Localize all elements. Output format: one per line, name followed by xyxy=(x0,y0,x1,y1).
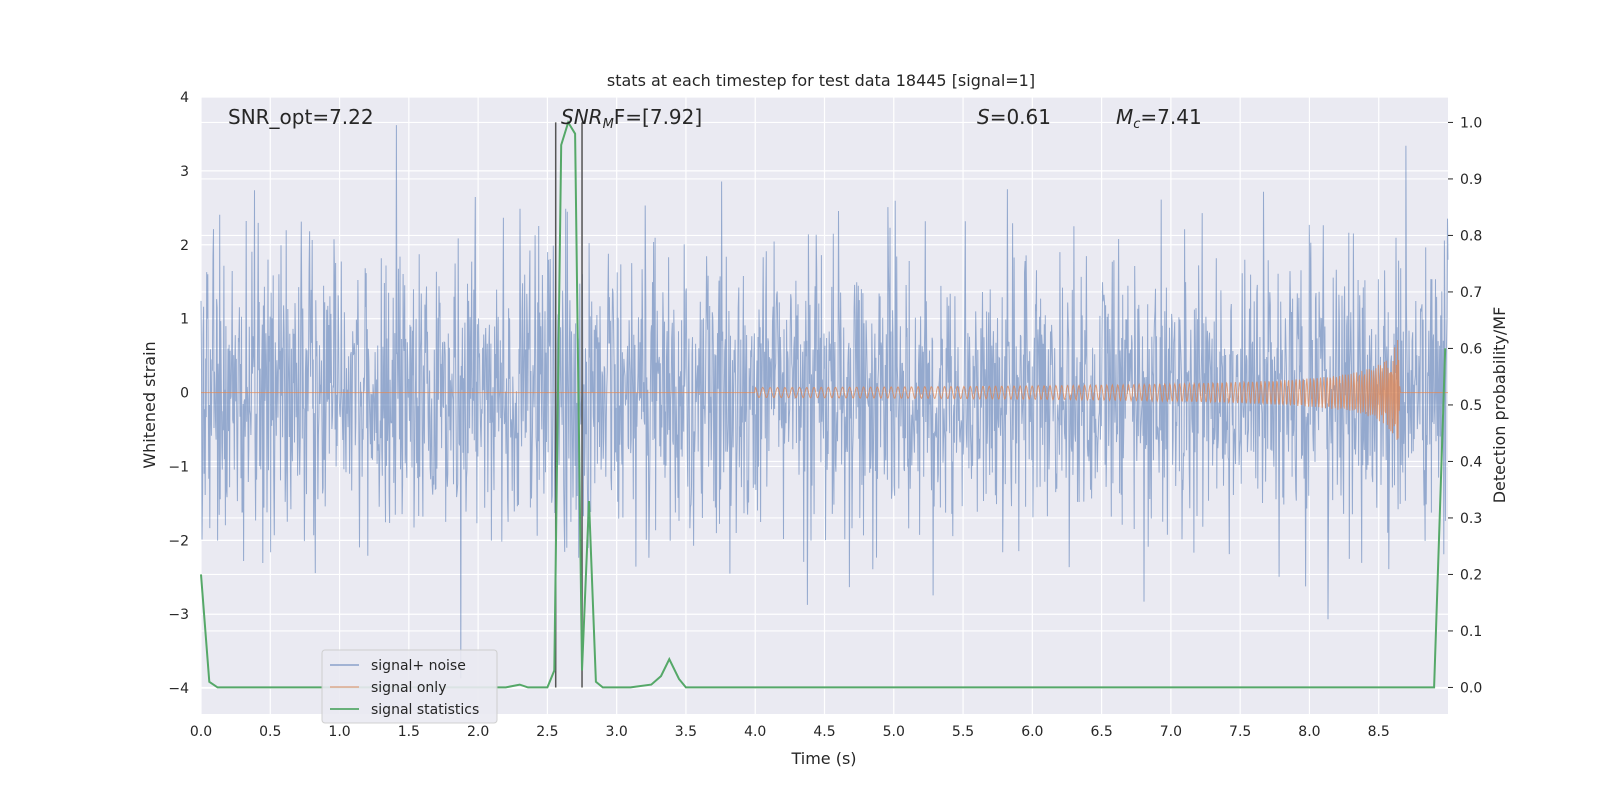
y-tick-labels: 4 3 2 1 0 −1 −2 −3 −4 xyxy=(168,90,189,697)
x-tick-label: 8.0 xyxy=(1298,724,1320,740)
series-line-signal-only xyxy=(201,339,1448,440)
x-tick-label: 3.5 xyxy=(675,724,697,740)
x-axis-label: Time (s) xyxy=(790,749,856,768)
y-tick-label: 0 xyxy=(180,386,189,402)
y2-axis-label: Detection probability/MF xyxy=(1490,307,1509,504)
annotation-mc-sub: c xyxy=(1133,117,1140,132)
x-tick-label: 5.5 xyxy=(952,724,974,740)
y2-tick-label: 0.5 xyxy=(1460,398,1482,414)
y2-tick-labels: 1.0 0.9 0.8 0.7 0.6 0.5 0.4 0.3 0.2 0.1 0.0 xyxy=(1448,115,1482,696)
y-tick-label: −4 xyxy=(168,681,189,697)
annotation-mc: Mc=7.41 xyxy=(1116,105,1202,132)
annotation-s-value: =0.61 xyxy=(990,105,1051,129)
x-tick-label: 5.0 xyxy=(883,724,905,740)
y-axis-label: Whitened strain xyxy=(140,341,159,468)
x-tick-label: 1.5 xyxy=(398,724,420,740)
y2-tick-label: 0.3 xyxy=(1460,511,1482,527)
y-tick-label: 4 xyxy=(180,90,189,106)
annotation-snr-mf-sub: M xyxy=(603,117,614,132)
annotation-snr-mf-label: SNR xyxy=(561,105,603,129)
y2-tick-label: 1.0 xyxy=(1460,115,1482,131)
annotation-snr-mf-value: F=[7.92] xyxy=(614,105,702,129)
x-tick-label: 7.5 xyxy=(1229,724,1251,740)
annotation-mc-label: M xyxy=(1116,105,1133,129)
y2-tick-label: 0.9 xyxy=(1460,172,1482,188)
legend-label-stats: signal statistics xyxy=(371,702,479,718)
y-tick-label: −3 xyxy=(168,607,189,623)
y2-tick-label: 0.4 xyxy=(1460,454,1482,470)
series-line-signal-noise xyxy=(200,125,1449,679)
legend-box xyxy=(321,649,498,724)
x-tick-label: 7.0 xyxy=(1160,724,1182,740)
annotation-snr-opt: SNR_opt=7.22 xyxy=(228,105,374,129)
annotation-snr-mf: SNRMF=[7.92] xyxy=(561,105,702,132)
annotation-s: S=0.61 xyxy=(977,105,1051,129)
y2-tick-label: 0.0 xyxy=(1460,680,1482,696)
x-tick-label: 4.0 xyxy=(744,724,766,740)
x-tick-labels: 0.0 0.5 1.0 1.5 2.0 2.5 3.0 3.5 4.0 4.5 5.0 5.5 6.0 6… xyxy=(190,724,1390,740)
x-tick-label: 2.0 xyxy=(467,724,489,740)
x-tick-label: 0.0 xyxy=(190,724,212,740)
annotation-s-label: S xyxy=(977,105,990,129)
y2-tick-label: 0.1 xyxy=(1460,624,1482,640)
series-signal-only xyxy=(201,339,1448,440)
legend: signal+ noise signal only signal statist… xyxy=(321,649,498,724)
x-tick-label: 6.5 xyxy=(1090,724,1112,740)
y-tick-label: 1 xyxy=(180,312,189,328)
series-signal-noise xyxy=(200,125,1449,679)
x-tick-label: 0.5 xyxy=(259,724,281,740)
legend-label-noise: signal+ noise xyxy=(371,658,466,674)
chart-title: stats at each timestep for test data 184… xyxy=(607,71,1035,90)
annotation-mc-value: =7.41 xyxy=(1140,105,1201,129)
y-tick-label: −2 xyxy=(168,533,189,549)
y2-tick-label: 0.6 xyxy=(1460,341,1482,357)
y2-tick-label: 0.8 xyxy=(1460,228,1482,244)
legend-label-signal: signal only xyxy=(371,680,446,696)
x-tick-label: 1.0 xyxy=(328,724,350,740)
x-tick-label: 2.5 xyxy=(536,724,558,740)
x-tick-label: 4.5 xyxy=(813,724,835,740)
y-tick-label: 2 xyxy=(180,238,189,254)
x-tick-label: 8.5 xyxy=(1368,724,1390,740)
x-tick-label: 6.0 xyxy=(1021,724,1043,740)
y-tick-label: 3 xyxy=(180,164,189,180)
y-tick-label: −1 xyxy=(168,459,189,475)
x-tick-label: 3.0 xyxy=(606,724,628,740)
y2-tick-label: 0.7 xyxy=(1460,285,1482,301)
y2-tick-label: 0.2 xyxy=(1460,567,1482,583)
